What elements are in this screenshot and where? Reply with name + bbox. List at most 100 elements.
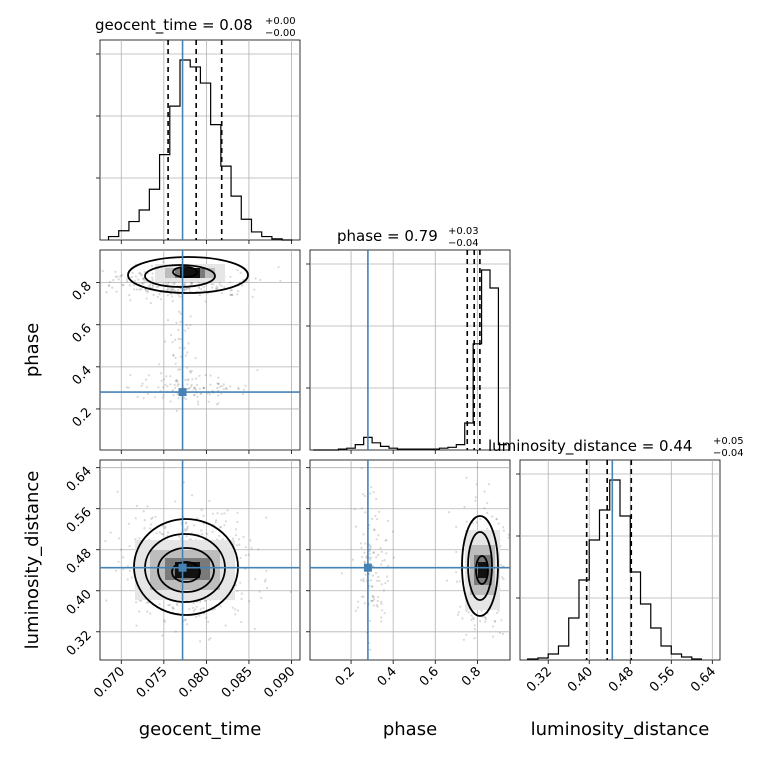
scatter-point bbox=[172, 394, 175, 397]
scatter-point bbox=[365, 556, 368, 559]
contour-line bbox=[157, 547, 215, 593]
tick-label-phase: 0.4 bbox=[375, 664, 400, 689]
scatter-point bbox=[157, 285, 160, 288]
scatter-point bbox=[167, 281, 170, 284]
scatter-point bbox=[122, 556, 125, 559]
scatter-point bbox=[383, 559, 386, 562]
scatter-point bbox=[185, 535, 188, 538]
scatter-point bbox=[214, 287, 218, 290]
scatter-point bbox=[381, 559, 384, 563]
scatter-point bbox=[372, 551, 376, 554]
scatter-point bbox=[114, 569, 117, 572]
scatter-point bbox=[370, 599, 373, 602]
scatter-point bbox=[217, 394, 220, 397]
scatter-point bbox=[119, 548, 123, 551]
scatter-point bbox=[223, 512, 226, 515]
scatter-point bbox=[465, 476, 468, 479]
scatter-point bbox=[234, 534, 238, 537]
scatter-point bbox=[149, 301, 153, 305]
scatter-point bbox=[199, 600, 202, 604]
scatter-point bbox=[220, 512, 223, 515]
scatter-point bbox=[195, 605, 198, 608]
scatter-point bbox=[462, 638, 465, 641]
scatter-point bbox=[368, 550, 371, 553]
scatter-point bbox=[224, 387, 228, 390]
scatter-point bbox=[237, 290, 240, 293]
scatter-point bbox=[119, 275, 122, 278]
scatter-point bbox=[146, 610, 149, 613]
scatter-point bbox=[120, 274, 123, 277]
scatter-point bbox=[191, 378, 194, 381]
scatter-point bbox=[194, 387, 197, 390]
scatter-point bbox=[140, 274, 143, 277]
scatter-point bbox=[167, 531, 170, 534]
truth-marker bbox=[178, 388, 187, 397]
scatter-point bbox=[380, 550, 383, 553]
scatter-point bbox=[247, 553, 250, 556]
scatter-point bbox=[244, 384, 247, 387]
scatter-point bbox=[205, 532, 209, 535]
scatter-point bbox=[184, 284, 187, 287]
scatter-point bbox=[111, 286, 114, 289]
scatter-point bbox=[242, 278, 245, 281]
tick-label-luminosity-distance: 0.64 bbox=[688, 664, 719, 695]
scatter-point bbox=[166, 385, 169, 388]
scatter-point bbox=[223, 286, 226, 289]
scatter-point bbox=[164, 525, 167, 528]
scatter-point bbox=[205, 616, 208, 619]
title-geocent-time-sup: +0.00 bbox=[265, 16, 296, 27]
scatter-point bbox=[372, 596, 375, 599]
scatter-point bbox=[170, 333, 173, 337]
scatter-point bbox=[175, 602, 178, 606]
scatter-point bbox=[213, 608, 216, 611]
scatter-point bbox=[220, 392, 223, 395]
scatter-point bbox=[473, 628, 476, 631]
scatter-point bbox=[188, 287, 191, 290]
scatter-point bbox=[163, 619, 166, 622]
scatter-point bbox=[470, 614, 473, 617]
scatter-point bbox=[384, 582, 387, 585]
scatter-point bbox=[105, 599, 108, 602]
scatter-point bbox=[391, 530, 394, 533]
scatter-point bbox=[193, 393, 196, 396]
scatter-point bbox=[500, 564, 503, 567]
scatter-point bbox=[239, 271, 242, 274]
scatter-point bbox=[493, 620, 497, 623]
scatter-point bbox=[176, 392, 179, 396]
scatter-point bbox=[377, 534, 380, 537]
scatter-point bbox=[212, 283, 215, 286]
scatter-point bbox=[143, 270, 146, 273]
scatter-point bbox=[385, 538, 388, 542]
panel-hist-phase bbox=[309, 249, 511, 451]
scatter-point bbox=[229, 293, 232, 297]
scatter-point bbox=[472, 617, 475, 621]
scatter-point bbox=[190, 282, 193, 285]
title-phase-sup: +0.03 bbox=[448, 226, 479, 237]
xlabel-luminosity-distance: luminosity_distance bbox=[531, 719, 710, 740]
scatter-point bbox=[151, 272, 154, 275]
scatter-point bbox=[204, 300, 207, 303]
truth-marker bbox=[363, 563, 372, 572]
scatter-point bbox=[237, 387, 240, 391]
scatter-point bbox=[115, 290, 118, 293]
scatter-point bbox=[264, 578, 267, 581]
scatter-point bbox=[234, 608, 237, 611]
scatter-point bbox=[370, 556, 373, 559]
scatter-point bbox=[189, 371, 192, 374]
contour-line bbox=[461, 515, 499, 617]
scatter-point bbox=[140, 273, 143, 276]
scatter-point bbox=[363, 561, 366, 564]
scatter-point bbox=[368, 572, 371, 576]
scatter-point bbox=[138, 288, 141, 291]
scatter-point bbox=[146, 289, 149, 292]
scatter-point bbox=[188, 287, 191, 290]
scatter-point bbox=[155, 532, 158, 535]
contour-line bbox=[144, 264, 216, 288]
scatter-point bbox=[147, 601, 150, 604]
scatter-point bbox=[217, 382, 220, 386]
scatter-point bbox=[112, 279, 115, 282]
scatter-point bbox=[179, 338, 182, 341]
scatter-point bbox=[108, 280, 111, 283]
tick-label-luminosity-distance: 0.32 bbox=[64, 628, 95, 659]
